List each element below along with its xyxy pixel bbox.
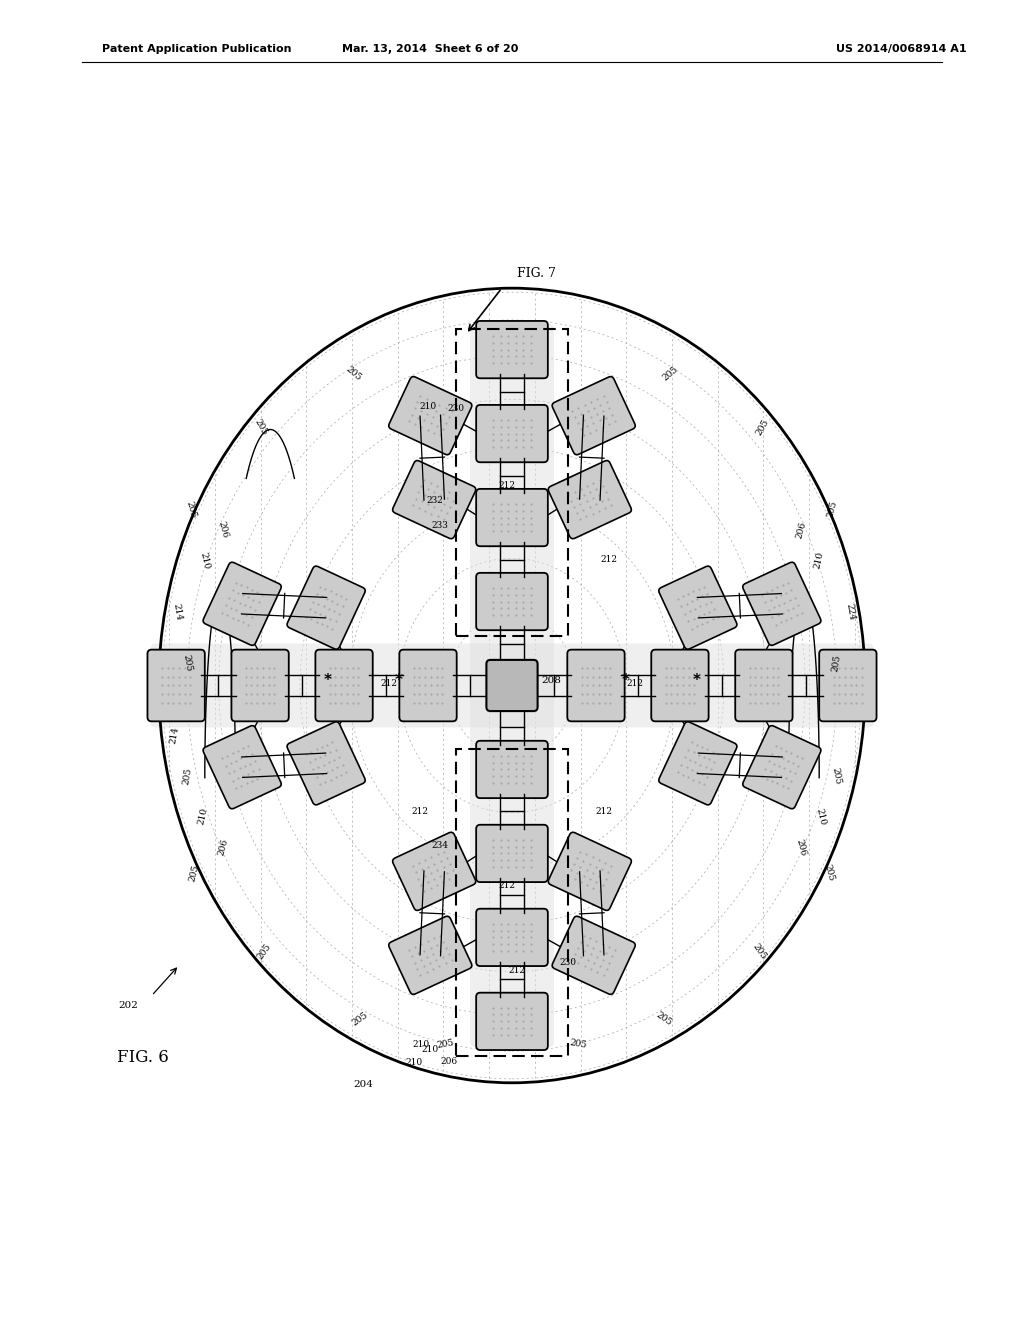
FancyBboxPatch shape — [486, 660, 538, 711]
FancyBboxPatch shape — [548, 461, 632, 539]
Text: 205: 205 — [830, 653, 843, 672]
FancyBboxPatch shape — [742, 726, 821, 809]
Text: 224: 224 — [844, 603, 856, 620]
Text: 206: 206 — [217, 520, 229, 540]
FancyBboxPatch shape — [287, 722, 366, 805]
Text: 205: 205 — [188, 863, 201, 882]
Text: 233: 233 — [432, 521, 449, 531]
Text: 214: 214 — [171, 602, 183, 620]
Text: 212: 212 — [601, 554, 617, 564]
FancyBboxPatch shape — [819, 649, 877, 721]
FancyBboxPatch shape — [476, 488, 548, 546]
Text: *: * — [324, 673, 332, 688]
Text: 212: 212 — [499, 880, 515, 890]
FancyBboxPatch shape — [735, 649, 793, 721]
FancyBboxPatch shape — [231, 649, 289, 721]
FancyBboxPatch shape — [399, 649, 457, 721]
FancyBboxPatch shape — [389, 916, 472, 994]
Text: US 2014/0068914 A1: US 2014/0068914 A1 — [836, 44, 967, 54]
Text: 210: 210 — [199, 552, 211, 570]
Text: 210: 210 — [815, 808, 827, 826]
FancyBboxPatch shape — [658, 722, 737, 805]
Text: 205: 205 — [351, 1011, 370, 1028]
Text: 205: 205 — [823, 863, 836, 882]
Text: 210: 210 — [413, 1040, 429, 1049]
Text: 212: 212 — [596, 807, 612, 816]
Text: 206: 206 — [217, 838, 229, 857]
Text: 205: 205 — [826, 500, 839, 519]
FancyBboxPatch shape — [742, 562, 821, 645]
Text: FIG. 6: FIG. 6 — [118, 1048, 169, 1065]
FancyBboxPatch shape — [658, 566, 737, 649]
Text: 212: 212 — [499, 482, 515, 490]
Text: 210: 210 — [813, 552, 825, 570]
FancyBboxPatch shape — [476, 993, 548, 1049]
Text: 205: 205 — [185, 500, 198, 519]
Text: 202: 202 — [118, 1002, 138, 1011]
Text: 205: 205 — [181, 653, 194, 672]
FancyBboxPatch shape — [287, 566, 366, 649]
Text: 214: 214 — [168, 726, 180, 744]
Text: Patent Application Publication: Patent Application Publication — [102, 44, 292, 54]
FancyBboxPatch shape — [476, 405, 548, 462]
Text: FIG. 7: FIG. 7 — [517, 267, 556, 280]
Text: 230: 230 — [447, 404, 464, 413]
Text: 205: 205 — [662, 364, 680, 383]
Bar — [456, 748, 568, 1056]
FancyBboxPatch shape — [552, 916, 635, 994]
Text: 205: 205 — [181, 767, 194, 785]
FancyBboxPatch shape — [151, 644, 873, 727]
Text: 205: 205 — [569, 1038, 588, 1049]
Text: 230: 230 — [560, 958, 577, 968]
FancyBboxPatch shape — [392, 461, 476, 539]
FancyBboxPatch shape — [476, 825, 548, 882]
FancyBboxPatch shape — [147, 649, 205, 721]
Text: 210: 210 — [422, 1044, 438, 1053]
Text: 210: 210 — [420, 403, 436, 412]
FancyBboxPatch shape — [476, 741, 548, 799]
FancyBboxPatch shape — [203, 562, 282, 645]
Text: 206: 206 — [795, 838, 807, 857]
Text: 206: 206 — [440, 1057, 457, 1065]
Text: 204: 204 — [353, 1080, 374, 1089]
FancyBboxPatch shape — [392, 832, 476, 911]
Text: *: * — [622, 673, 630, 688]
Text: 212: 212 — [509, 966, 525, 975]
FancyBboxPatch shape — [389, 376, 472, 455]
FancyBboxPatch shape — [476, 908, 548, 966]
Text: 205: 205 — [654, 1011, 673, 1028]
Bar — [456, 329, 568, 636]
FancyBboxPatch shape — [552, 376, 635, 455]
Text: *: * — [394, 673, 402, 688]
Text: 205: 205 — [830, 767, 843, 785]
Text: 232: 232 — [427, 496, 443, 506]
Text: 234: 234 — [432, 841, 449, 850]
FancyBboxPatch shape — [548, 832, 632, 911]
Text: 212: 212 — [412, 807, 428, 816]
Text: 205: 205 — [436, 1038, 455, 1049]
FancyBboxPatch shape — [203, 726, 282, 809]
FancyBboxPatch shape — [567, 649, 625, 721]
FancyBboxPatch shape — [315, 649, 373, 721]
Text: 205: 205 — [752, 942, 768, 961]
Text: 210: 210 — [406, 1057, 422, 1067]
FancyBboxPatch shape — [476, 321, 548, 379]
Text: 205: 205 — [755, 417, 771, 437]
Text: 212: 212 — [627, 678, 643, 688]
FancyBboxPatch shape — [651, 649, 709, 721]
FancyBboxPatch shape — [476, 573, 548, 630]
Text: 205: 205 — [256, 942, 272, 961]
Text: *: * — [692, 673, 700, 688]
Text: 205: 205 — [344, 364, 362, 383]
Text: 212: 212 — [381, 678, 397, 688]
Text: 210: 210 — [197, 808, 209, 826]
FancyBboxPatch shape — [470, 323, 554, 1047]
Text: 208: 208 — [541, 676, 561, 685]
Text: 206: 206 — [795, 520, 807, 540]
Text: 205: 205 — [253, 417, 269, 437]
Text: Mar. 13, 2014  Sheet 6 of 20: Mar. 13, 2014 Sheet 6 of 20 — [342, 44, 518, 54]
